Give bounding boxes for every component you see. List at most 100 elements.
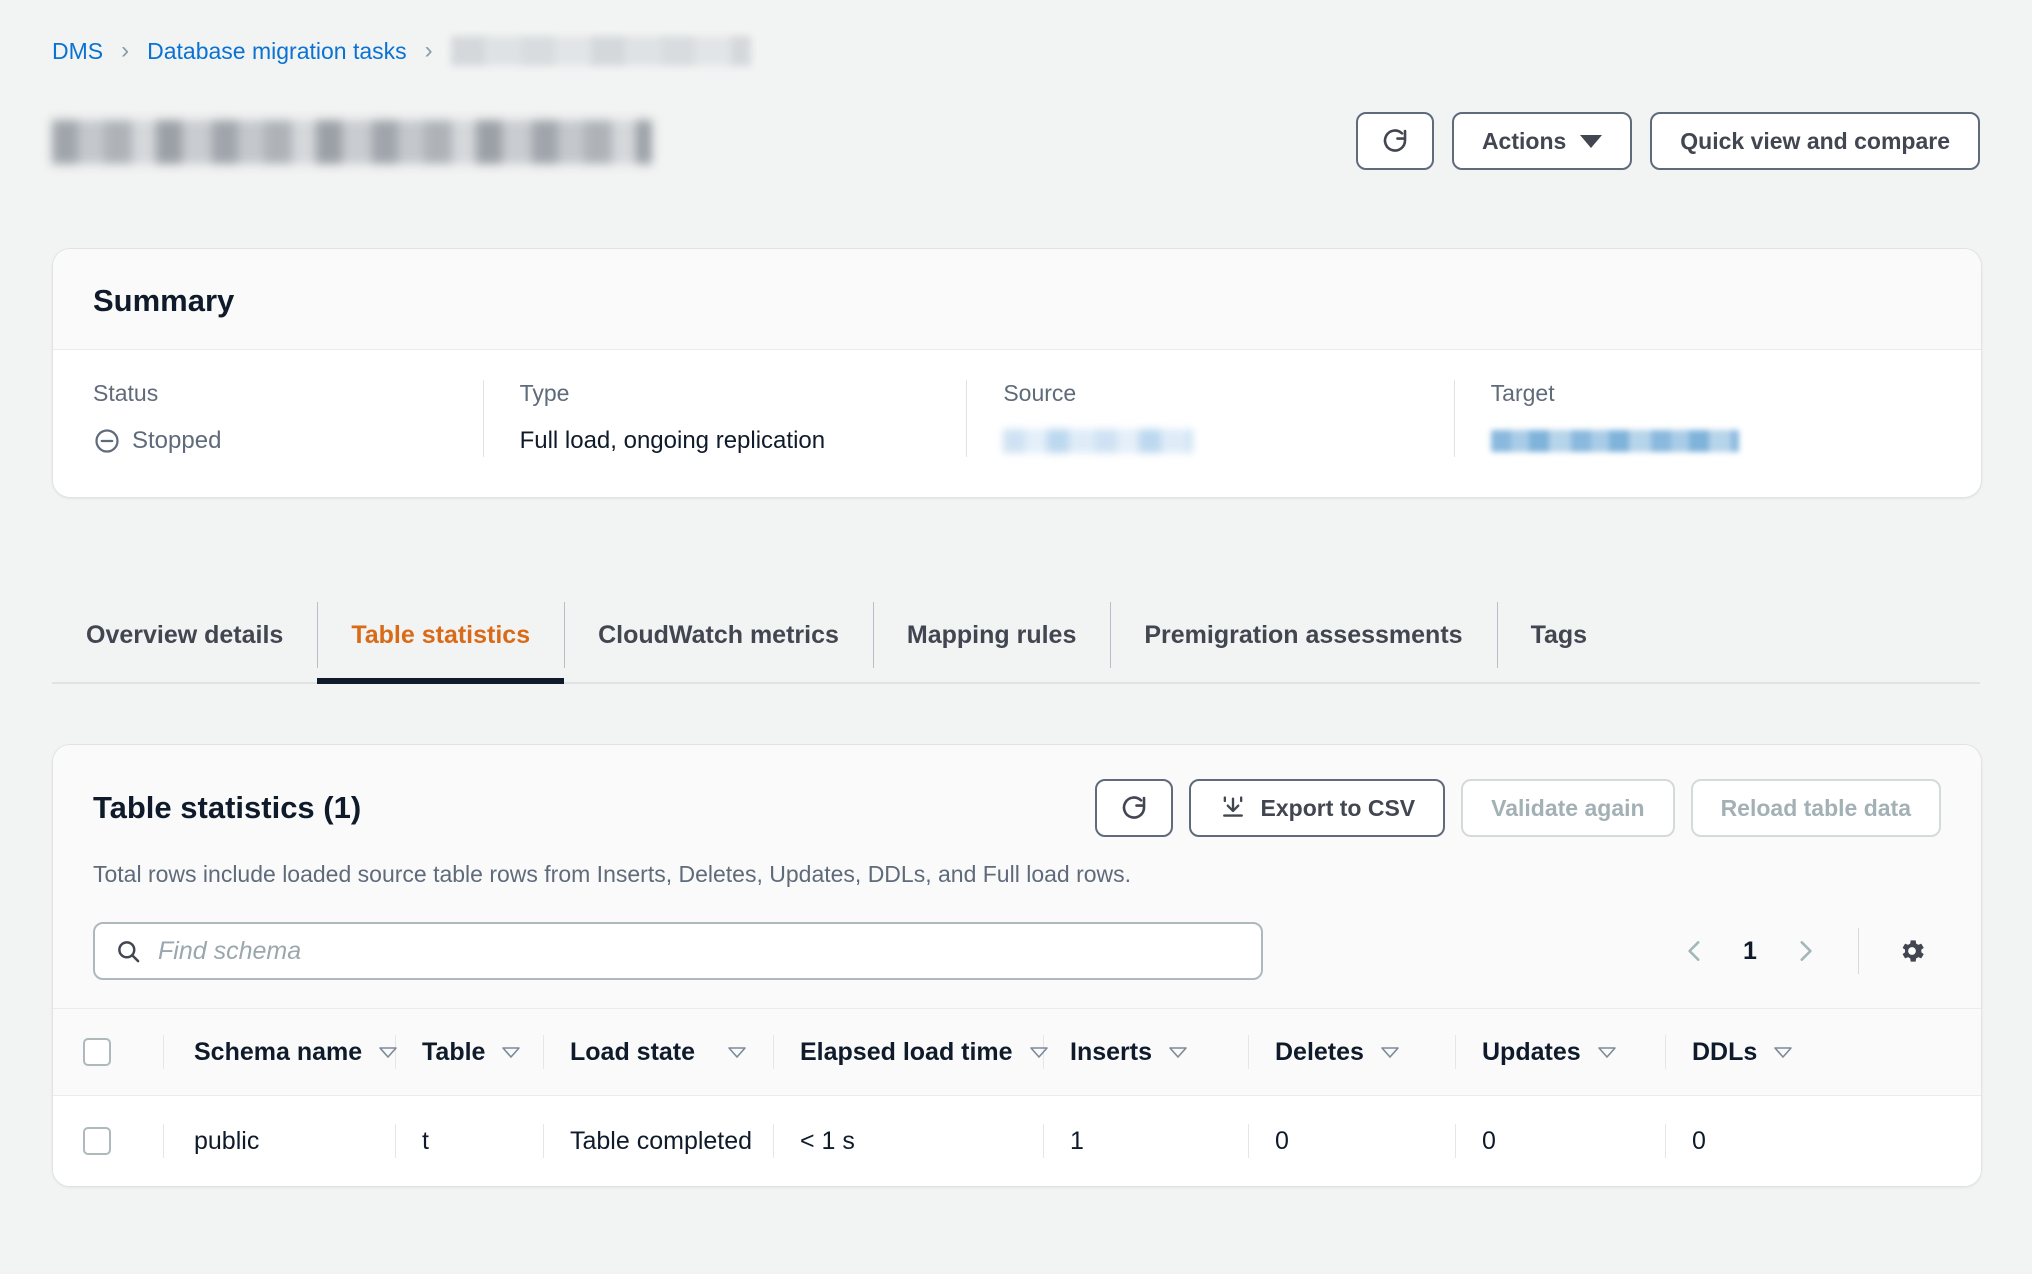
cell-load-state: Table completed	[543, 1095, 773, 1186]
column-label-schema-name: Schema name	[194, 1037, 363, 1066]
summary-field-status: Status Stopped	[93, 380, 483, 457]
table-refresh-button[interactable]	[1094, 779, 1173, 837]
table-statistics-header: Table statistics (1)	[53, 745, 1981, 1009]
summary-field-type: Type Full load, ongoing replication	[482, 380, 967, 457]
value-deletes: 0	[1275, 1126, 1289, 1155]
tab-tags[interactable]: Tags	[1496, 588, 1622, 682]
refresh-button[interactable]	[1355, 112, 1434, 170]
breadcrumb-separator-icon: ›	[121, 37, 130, 64]
column-label-deletes: Deletes	[1275, 1037, 1364, 1066]
table-statistics-description: Total rows include loaded source table r…	[93, 861, 1132, 887]
cell-deletes: 0	[1248, 1095, 1455, 1186]
search-schema-box[interactable]	[93, 922, 1263, 980]
table-scroll-container[interactable]: Schema name Table	[53, 1009, 1981, 1186]
sort-updates-icon[interactable]	[1597, 1046, 1617, 1059]
sort-schema-name-icon[interactable]	[378, 1046, 398, 1059]
table-header-schema-name[interactable]: Schema name	[163, 1009, 398, 1096]
actions-dropdown-button[interactable]: Actions	[1451, 112, 1633, 170]
table-header-deletes[interactable]: Deletes	[1248, 1009, 1455, 1096]
breadcrumb-separator-icon: ›	[424, 37, 433, 64]
sort-elapsed-load-time-icon[interactable]	[1029, 1046, 1049, 1059]
breadcrumb-item-dms[interactable]: DMS	[52, 37, 104, 64]
tab-mapping-rules[interactable]: Mapping rules	[872, 588, 1110, 682]
source-endpoint-link-redacted[interactable]	[1003, 429, 1194, 453]
pagination-divider	[1858, 928, 1859, 974]
summary-value-status: Stopped	[93, 425, 451, 457]
actions-label: Actions	[1481, 127, 1567, 154]
summary-field-target: Target	[1453, 380, 1941, 457]
sort-ddls-icon[interactable]	[1773, 1046, 1793, 1059]
column-label-elapsed-load-time: Elapsed load time	[800, 1037, 1013, 1066]
export-to-csv-button[interactable]: Export to CSV	[1188, 779, 1446, 837]
tab-overview-details[interactable]: Overview details	[86, 620, 284, 649]
sort-load-state-icon[interactable]	[727, 1046, 747, 1059]
tab-table-statistics[interactable]: Table statistics	[317, 588, 564, 684]
tab-premigration-assessments[interactable]: Premigration assessments	[1110, 588, 1496, 682]
value-table: t	[422, 1126, 429, 1155]
table-header-updates[interactable]: Updates	[1455, 1009, 1665, 1096]
breadcrumb-item-database-migration-tasks[interactable]: Database migration tasks	[147, 37, 407, 64]
summary-label-status: Status	[93, 380, 159, 406]
table-header-elapsed-load-time[interactable]: Elapsed load time	[773, 1009, 1048, 1096]
table-preferences-button[interactable]	[1883, 922, 1941, 980]
status-badge: Stopped	[132, 427, 222, 454]
summary-value-source	[1003, 425, 1421, 457]
circle-minus-icon	[93, 427, 121, 455]
reload-table-data-button[interactable]: Reload table data	[1690, 779, 1941, 837]
breadcrumb: DMS › Database migration tasks ›	[52, 36, 751, 66]
gear-icon	[1897, 936, 1927, 966]
cell-updates: 0	[1455, 1095, 1665, 1186]
search-icon	[115, 938, 142, 965]
column-label-ddls: DDLs	[1692, 1037, 1758, 1066]
sort-table-icon[interactable]	[501, 1046, 521, 1059]
value-schema-name: public	[194, 1126, 260, 1155]
page-header-actions: Actions Quick view and compare	[1355, 112, 1980, 170]
pagination-page-1[interactable]: 1	[1743, 936, 1757, 965]
summary-label-source: Source	[1003, 380, 1077, 406]
summary-label-target: Target	[1490, 380, 1555, 406]
select-all-checkbox[interactable]	[83, 1038, 111, 1066]
validate-again-button[interactable]: Validate again	[1461, 779, 1675, 837]
cell-elapsed-load-time: < 1 s	[773, 1095, 1043, 1186]
value-elapsed-load-time: < 1 s	[800, 1126, 855, 1155]
sort-inserts-icon[interactable]	[1168, 1046, 1188, 1059]
chevron-right-icon	[1792, 938, 1818, 964]
table-statistics-header-top: Table statistics (1)	[93, 779, 1941, 837]
row-select-cell	[53, 1095, 163, 1186]
breadcrumb-item-task-redacted[interactable]	[450, 36, 751, 66]
table-header-row: Schema name Table	[53, 1009, 1981, 1096]
table-header-load-state[interactable]: Load state	[543, 1009, 773, 1096]
table-header-inserts[interactable]: Inserts	[1043, 1009, 1248, 1096]
refresh-icon	[1119, 793, 1149, 823]
download-icon	[1219, 794, 1247, 822]
refresh-icon	[1380, 126, 1410, 156]
target-endpoint-link-redacted[interactable]	[1490, 430, 1739, 452]
row-checkbox[interactable]	[83, 1127, 111, 1155]
cell-schema-name: public	[163, 1095, 395, 1186]
table-filter-row: 1	[93, 922, 1941, 980]
table-row[interactable]: public t Table completed < 1 s 1	[53, 1095, 1981, 1186]
summary-card: Summary Status Stopped Type Full load	[52, 248, 1982, 498]
value-ddls: 0	[1692, 1126, 1706, 1155]
cell-ddls: 0	[1665, 1095, 1981, 1186]
summary-card-body: Status Stopped Type Full load, ongoing r…	[53, 350, 1981, 497]
table-header-ddls[interactable]: DDLs	[1665, 1009, 1981, 1096]
search-input[interactable]	[156, 935, 1241, 967]
table-header-table[interactable]: Table	[395, 1009, 543, 1096]
value-inserts: 1	[1070, 1126, 1084, 1155]
summary-value-type: Full load, ongoing replication	[519, 427, 826, 454]
summary-title: Summary	[93, 283, 235, 318]
table-statistics-title: Table statistics (1)	[93, 790, 362, 825]
cell-inserts: 1	[1043, 1095, 1248, 1186]
value-load-state: Table completed	[570, 1126, 753, 1155]
table-statistics-card: Table statistics (1)	[52, 744, 1982, 1187]
sort-deletes-icon[interactable]	[1380, 1046, 1400, 1059]
export-to-csv-label: Export to CSV	[1260, 794, 1416, 821]
column-label-table: Table	[422, 1037, 486, 1066]
tab-cloudwatch-metrics[interactable]: CloudWatch metrics	[564, 588, 873, 682]
pagination-next-button[interactable]	[1776, 922, 1834, 980]
pagination-previous-button[interactable]	[1666, 922, 1724, 980]
quick-view-and-compare-button[interactable]: Quick view and compare	[1650, 112, 1980, 170]
summary-value-target	[1490, 425, 1909, 457]
table-header-select-all	[53, 1009, 163, 1096]
